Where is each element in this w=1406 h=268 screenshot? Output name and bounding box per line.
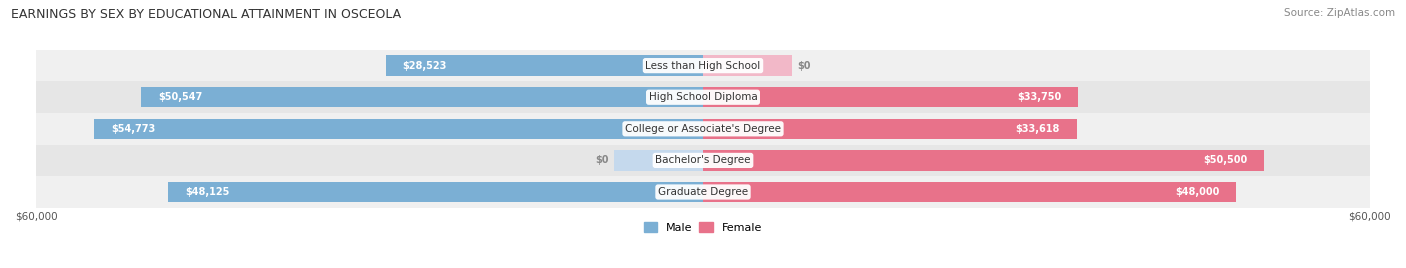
Bar <box>37 113 1369 145</box>
Bar <box>37 145 1369 176</box>
Bar <box>703 182 1236 202</box>
Text: Bachelor's Degree: Bachelor's Degree <box>655 155 751 165</box>
Text: $0: $0 <box>797 61 811 71</box>
Text: Graduate Degree: Graduate Degree <box>658 187 748 197</box>
Bar <box>387 55 703 76</box>
Text: High School Diploma: High School Diploma <box>648 92 758 102</box>
Text: $48,000: $48,000 <box>1175 187 1219 197</box>
Bar <box>37 176 1369 208</box>
Text: $33,618: $33,618 <box>1015 124 1060 134</box>
Bar <box>142 87 703 107</box>
Text: EARNINGS BY SEX BY EDUCATIONAL ATTAINMENT IN OSCEOLA: EARNINGS BY SEX BY EDUCATIONAL ATTAINMEN… <box>11 8 401 21</box>
Bar <box>703 87 1078 107</box>
Text: $50,547: $50,547 <box>157 92 202 102</box>
Bar <box>94 118 703 139</box>
Legend: Male, Female: Male, Female <box>640 217 766 237</box>
Bar <box>37 81 1369 113</box>
Text: College or Associate's Degree: College or Associate's Degree <box>626 124 780 134</box>
Text: Less than High School: Less than High School <box>645 61 761 71</box>
Text: Source: ZipAtlas.com: Source: ZipAtlas.com <box>1284 8 1395 18</box>
Bar <box>37 50 1369 81</box>
Bar <box>703 150 1264 171</box>
Bar <box>703 118 1077 139</box>
Text: $33,750: $33,750 <box>1017 92 1062 102</box>
Text: $0: $0 <box>595 155 609 165</box>
Text: $54,773: $54,773 <box>111 124 155 134</box>
Bar <box>703 55 792 76</box>
Text: $50,500: $50,500 <box>1204 155 1247 165</box>
Bar <box>614 150 703 171</box>
Text: $28,523: $28,523 <box>402 61 447 71</box>
Text: $48,125: $48,125 <box>186 187 229 197</box>
Bar <box>169 182 703 202</box>
